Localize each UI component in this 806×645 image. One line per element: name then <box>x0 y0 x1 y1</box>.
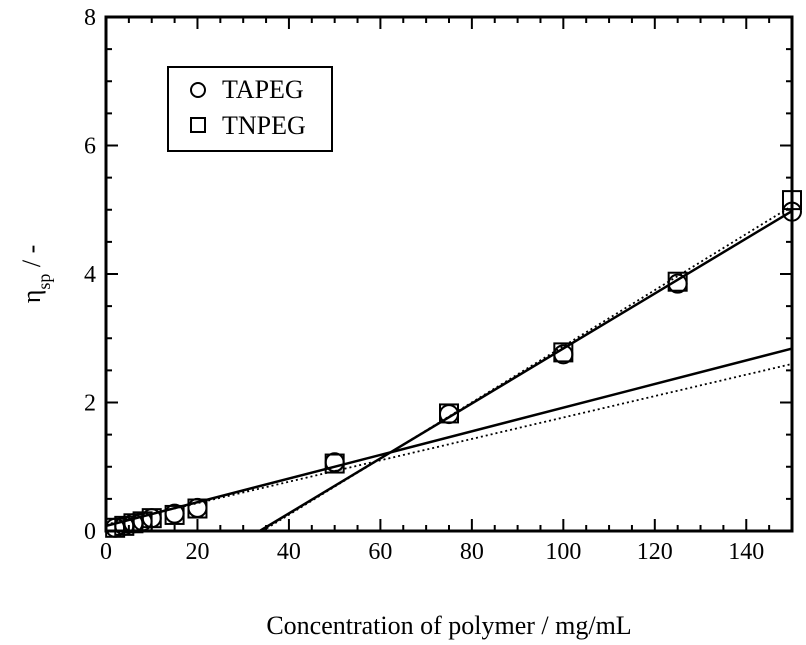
x-tick-label: 60 <box>368 539 392 565</box>
y-tick-label: 4 <box>84 262 96 288</box>
fit-line-dotted-3 <box>261 205 793 532</box>
plot-marks <box>105 190 802 538</box>
point-tnpeg <box>553 342 574 363</box>
y-tick-label: 8 <box>84 5 96 31</box>
y-tick-label: 6 <box>84 134 96 160</box>
legend-label-tapeg: TAPEG <box>222 75 304 104</box>
x-tick-label: 40 <box>277 539 301 565</box>
y-axis-label-main: η <box>17 290 46 304</box>
x-tick-label: 140 <box>728 539 764 565</box>
legend-marker-circle <box>190 82 206 98</box>
point-tnpeg <box>187 498 208 519</box>
point-tnpeg <box>439 403 459 424</box>
x-tick-label: 80 <box>460 539 484 565</box>
point-tapeg <box>324 452 345 473</box>
x-axis-label: Concentration of polymer / mg/mL <box>266 611 631 640</box>
legend: TAPEG TNPEG <box>167 66 333 152</box>
y-axis-label-sub: sp <box>34 274 54 290</box>
x-tick-label: 100 <box>545 539 581 565</box>
axis-ticks <box>105 16 793 532</box>
legend-marker-square <box>190 117 206 133</box>
fit-line-dotted-1 <box>105 363 793 526</box>
legend-box <box>167 66 333 152</box>
y-tick-label: 2 <box>84 391 96 417</box>
fit-line-solid-0 <box>105 347 793 528</box>
y-axis-label-suffix: / - <box>17 245 46 274</box>
legend-label-tnpeg: TNPEG <box>222 111 306 140</box>
point-tnpeg <box>667 271 688 292</box>
tick-labels: 0 20 40 60 80 100 120 140 0 2 4 6 8 <box>84 5 764 565</box>
x-tick-label: 120 <box>637 539 673 565</box>
point-tnpeg <box>324 453 345 474</box>
point-tnpeg <box>164 504 185 525</box>
x-tick-label: 0 <box>100 539 112 565</box>
x-tick-label: 20 <box>185 539 209 565</box>
y-tick-label: 0 <box>84 519 96 545</box>
y-axis-label: ηsp / - <box>17 245 54 304</box>
